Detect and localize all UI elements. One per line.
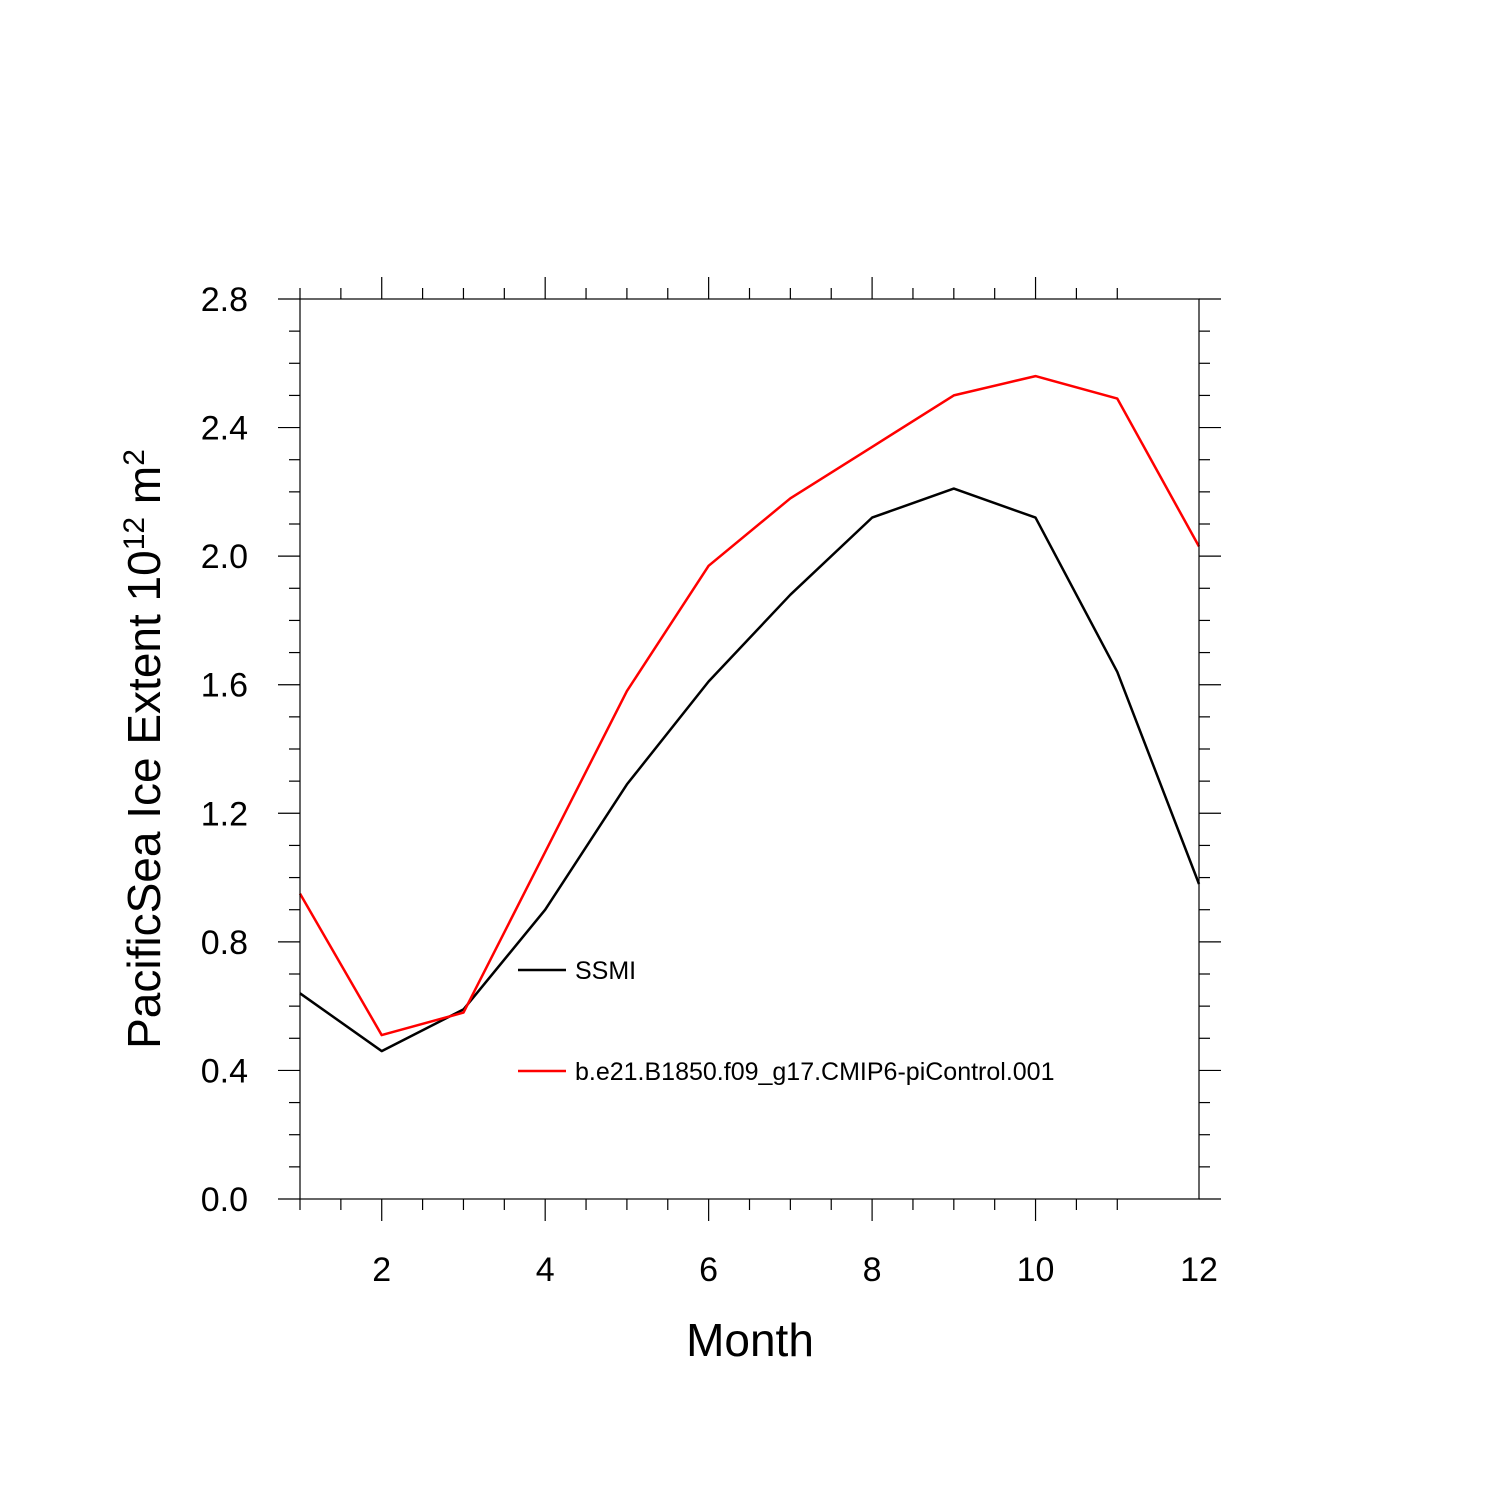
x-axis-title: Month bbox=[686, 1314, 814, 1366]
x-tick-label: 8 bbox=[863, 1251, 882, 1289]
series-line-model bbox=[298, 374, 1201, 1037]
y-tick-label: 0.0 bbox=[201, 1181, 248, 1219]
legend-label-ssmi: SSMI bbox=[575, 957, 636, 985]
plot-frame bbox=[299, 298, 1200, 1200]
series-lines bbox=[298, 374, 1201, 1053]
series-line-ssmi bbox=[299, 487, 1201, 1053]
y-tick-label: 0.8 bbox=[201, 924, 248, 962]
legend-label-model: b.e21.B1850.f09_g17.CMIP6-piControl.001 bbox=[575, 1058, 1055, 1086]
x-tick-label: 10 bbox=[1017, 1251, 1055, 1289]
y-tick-label: 2.0 bbox=[201, 538, 248, 576]
x-tick-label: 6 bbox=[699, 1251, 718, 1289]
y-axis-title: PacificSea Ice Extent 1012 m2 bbox=[118, 449, 171, 1049]
legend: SSMI b.e21.B1850.f09_g17.CMIP6-piControl… bbox=[518, 957, 1055, 1086]
x-tick-label: 4 bbox=[536, 1251, 555, 1289]
x-tick-label: 2 bbox=[372, 1251, 391, 1289]
y-tick-label: 1.6 bbox=[201, 667, 248, 705]
axis-ticks bbox=[278, 277, 1221, 1221]
y-tick-label: 2.8 bbox=[201, 281, 248, 319]
x-tick-label: 12 bbox=[1180, 1251, 1218, 1289]
y-axis-title-unit: m bbox=[118, 466, 170, 517]
y-axis-title-exponent: 12 bbox=[118, 517, 151, 550]
y-axis-title-main: PacificSea Ice Extent 10 bbox=[118, 550, 170, 1049]
y-tick-label: 0.4 bbox=[201, 1052, 248, 1090]
tick-labels: 2 4 6 8 10 12 0.0 0.4 0.8 1.2 1.6 2.0 2.4 2.8 bbox=[201, 281, 1218, 1289]
y-axis-title-unit-exponent: 2 bbox=[118, 449, 151, 466]
y-tick-label: 1.2 bbox=[201, 795, 248, 833]
y-tick-label: 2.4 bbox=[201, 410, 248, 448]
